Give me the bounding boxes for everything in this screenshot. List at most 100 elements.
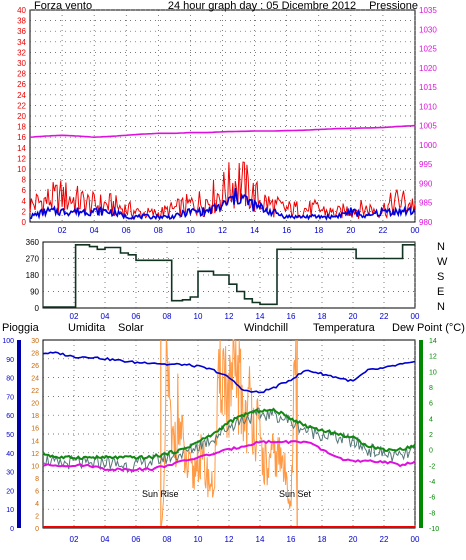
temp-x-tick: 06	[132, 535, 141, 544]
rain-y-tick: 18	[31, 413, 39, 420]
pressure-y-tick: 1025	[419, 45, 437, 54]
rain-y-tick: 4	[35, 501, 39, 508]
wind-x-tick: 02	[58, 226, 67, 235]
wind-x-tick: 18	[314, 226, 323, 235]
rain-y-tick: 26	[31, 363, 39, 370]
direction-compass-label: E	[437, 286, 444, 298]
wind-y-tick: 8	[22, 176, 27, 185]
direction-compass-label: W	[437, 256, 448, 268]
temp-y-tick: -10	[429, 526, 439, 533]
temp-y-tick: 14	[429, 338, 437, 345]
wind-y-tick: 10	[17, 165, 26, 174]
wind-x-tick: 00	[411, 226, 420, 235]
pressure-y-tick: 1015	[419, 83, 437, 92]
humidity-y-tick: 60	[6, 413, 14, 420]
temp-x-tick: 10	[194, 535, 203, 544]
wind-y-tick: 18	[17, 123, 26, 132]
rain-y-tick: 14	[31, 438, 39, 445]
direction-y-tick: 0	[35, 304, 40, 313]
humidity-y-tick: 20	[6, 488, 14, 495]
direction-x-tick: 20	[349, 312, 358, 321]
dewpoint-line	[42, 439, 416, 472]
rain-y-tick: 10	[31, 463, 39, 470]
direction-x-tick: 16	[287, 312, 296, 321]
pressure-y-tick: 1005	[419, 122, 437, 131]
wind-speed-line	[29, 161, 416, 220]
wind-y-tick: 28	[17, 70, 26, 79]
rain-y-tick: 16	[31, 426, 39, 433]
temp-x-tick: 00	[411, 535, 420, 544]
temp-x-tick: 08	[163, 535, 172, 544]
wind-x-tick: 20	[346, 226, 355, 235]
wind-direction-line	[43, 244, 415, 308]
direction-x-tick: 22	[380, 312, 389, 321]
direction-y-tick: 270	[26, 255, 40, 264]
temp-x-tick: 16	[287, 535, 296, 544]
direction-x-tick: 04	[101, 312, 110, 321]
humidity-line	[42, 351, 416, 394]
wind-y-tick: 20	[17, 112, 26, 121]
temp-y-tick: 8	[429, 385, 433, 392]
rain-y-tick: 20	[31, 401, 39, 408]
wind-y-tick: 26	[17, 80, 26, 89]
pressure-y-tick: 1020	[419, 64, 437, 73]
humidity-y-tick: 0	[10, 526, 14, 533]
temp-y-tick: 0	[429, 448, 433, 455]
humidity-y-tick: 50	[6, 432, 14, 439]
rain-y-tick: 8	[35, 476, 39, 483]
temp-x-tick: 12	[225, 535, 234, 544]
direction-y-tick: 360	[26, 238, 40, 247]
wind-y-tick: 36	[17, 27, 26, 36]
wind-x-tick: 10	[186, 226, 195, 235]
wind-y-tick: 6	[22, 186, 27, 195]
humidity-y-tick: 100	[2, 338, 14, 345]
temp-y-tick: -6	[429, 495, 435, 502]
pressure-y-tick: 985	[419, 199, 433, 208]
wind-y-tick: 4	[22, 197, 27, 206]
rain-y-tick: 22	[31, 388, 39, 395]
wind-x-tick: 12	[218, 226, 227, 235]
direction-x-tick: 14	[256, 312, 265, 321]
rain-y-tick: 0	[35, 526, 39, 533]
temp-x-tick: 18	[318, 535, 327, 544]
wind-y-tick: 14	[17, 144, 26, 153]
solar-label: Solar	[118, 322, 144, 334]
direction-compass-label: S	[437, 271, 444, 283]
temperature-label: Temperatura	[313, 322, 376, 334]
direction-x-tick: 12	[225, 312, 234, 321]
rain-y-tick: 30	[31, 338, 39, 345]
pressure-label: Pressione	[369, 0, 418, 12]
wind-x-tick: 08	[154, 226, 163, 235]
direction-x-tick: 10	[194, 312, 203, 321]
direction-y-tick: 180	[26, 271, 40, 280]
direction-x-tick: 00	[411, 312, 420, 321]
sun-set-annotation: Sun Set	[279, 489, 312, 499]
solar-line	[160, 339, 298, 529]
temp-y-tick: 4	[429, 416, 433, 423]
pressure-y-tick: 980	[419, 218, 433, 227]
windchill-label: Windchill	[244, 322, 288, 334]
rain-y-tick: 28	[31, 351, 39, 358]
wind-x-tick: 16	[282, 226, 291, 235]
wind-y-tick: 32	[17, 48, 26, 57]
temp-y-tick: 6	[429, 401, 433, 408]
direction-x-tick: 06	[132, 312, 141, 321]
wind-y-tick: 16	[17, 133, 26, 142]
wind-x-tick: 22	[378, 226, 387, 235]
temp-x-tick: 02	[70, 535, 79, 544]
wind-y-tick: 22	[17, 101, 26, 110]
wind-y-tick: 2	[22, 207, 27, 216]
direction-compass-label: N	[437, 241, 445, 253]
wind-y-tick: 38	[17, 17, 26, 26]
pressure-y-tick: 990	[419, 179, 433, 188]
wind-y-tick: 34	[17, 38, 26, 47]
wind-x-tick: 06	[122, 226, 131, 235]
pressure-y-tick: 1010	[419, 102, 437, 111]
humidity-y-tick: 70	[6, 394, 14, 401]
direction-x-tick: 18	[318, 312, 327, 321]
direction-y-tick: 90	[30, 288, 39, 297]
temp-y-tick: -8	[429, 510, 435, 517]
temp-x-tick: 04	[101, 535, 110, 544]
direction-x-tick: 02	[70, 312, 79, 321]
